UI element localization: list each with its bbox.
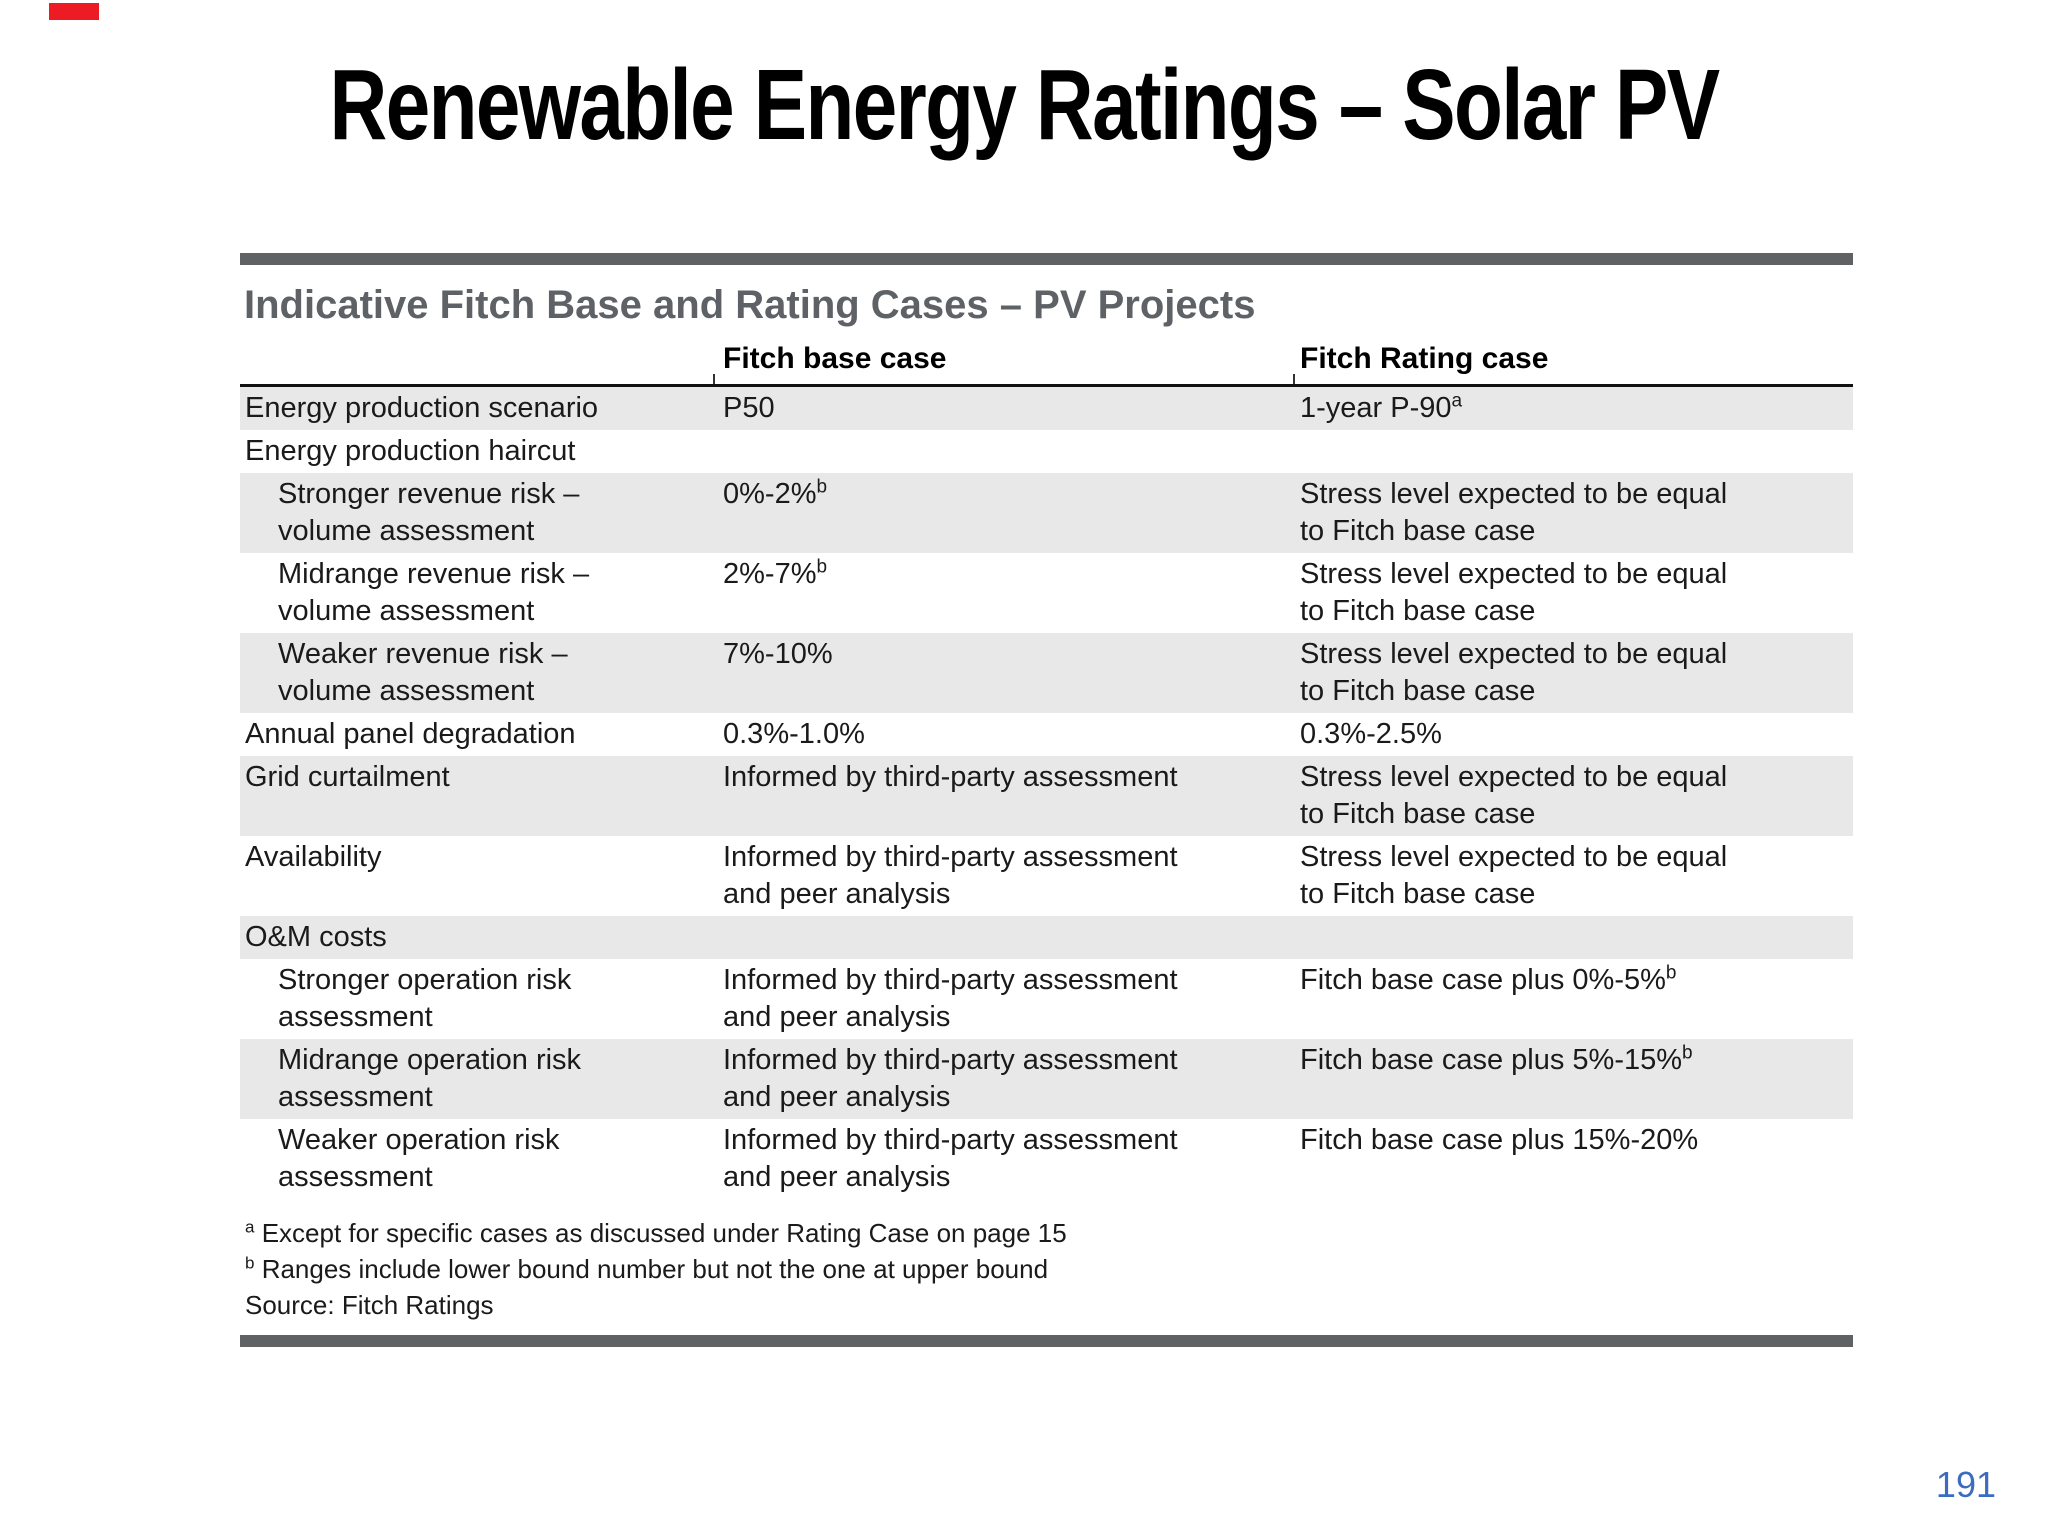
row-label: O&M costs — [245, 921, 387, 953]
table-row: O&M costs — [240, 916, 1853, 959]
slide-title: Renewable Energy Ratings – Solar PV — [329, 49, 1721, 161]
column-separator-tick — [1293, 374, 1295, 384]
row-label: Energy production scenario — [245, 392, 599, 424]
table-row: Stronger operation risk assessment Inform… — [240, 959, 1853, 1039]
rating-case-cell: Fitch base case plus 5%-15%b — [1300, 1042, 1693, 1076]
rating-case-cell — [1300, 919, 1853, 956]
base-case-cell: Informed by third-party assessment and p… — [723, 1124, 1178, 1193]
header-fitch-base-case: Fitch base case — [723, 342, 947, 375]
table-row: Midrange operation risk assessment Inform… — [240, 1039, 1853, 1119]
table-row: Availability Informed by third-party asse… — [240, 836, 1853, 916]
rating-case-cell: Fitch base case plus 0%-5%b — [1300, 962, 1677, 996]
row-label: Stronger operation risk assessment — [278, 964, 572, 1033]
fitch-cases-table: Indicative Fitch Base and Rating Cases –… — [240, 253, 1853, 1347]
table-row: Energy production scenario P50 1-year P-90… — [240, 387, 1853, 430]
header-fitch-rating-case: Fitch Rating case — [1300, 342, 1549, 375]
table-row: Annual panel degradation 0.3%-1.0% 0.3%-2.… — [240, 713, 1853, 756]
table-title: Indicative Fitch Base and Rating Cases –… — [244, 283, 1256, 327]
column-separator-tick — [713, 374, 715, 384]
table-row: Weaker operation risk assessment Informed… — [240, 1119, 1853, 1199]
table-row: Energy production haircut — [240, 430, 1853, 473]
base-case-cell — [723, 433, 1300, 470]
rating-case-cell: Stress level expected to be equal to Fit… — [1300, 761, 1728, 830]
page-number: 191 — [1935, 1464, 1996, 1505]
row-label: Weaker revenue risk – volume assessment — [278, 638, 568, 707]
rating-case-cell: 1-year P-90a — [1300, 390, 1463, 424]
footnote: b Ranges include lower bound number but … — [245, 1253, 1049, 1284]
footnote: a Except for specific cases as discussed… — [245, 1217, 1067, 1248]
rating-case-cell — [1300, 433, 1853, 470]
table-header-row: Fitch base case Fitch Rating case — [240, 329, 1853, 387]
red-accent-marker — [49, 3, 99, 20]
base-case-cell: 0.3%-1.0% — [723, 718, 865, 750]
rating-case-cell: Stress level expected to be equal to Fit… — [1300, 478, 1728, 547]
table-bottom-rule — [240, 1335, 1853, 1347]
header-row-label-column — [240, 376, 723, 384]
base-case-cell: Informed by third-party assessment and p… — [723, 964, 1178, 1033]
base-case-cell: Informed by third-party assessment — [723, 761, 1178, 793]
table-top-rule — [240, 253, 1853, 265]
row-label: Stronger revenue risk – volume assessmen… — [278, 478, 580, 547]
table-footnotes: a Except for specific cases as discussed… — [240, 1215, 1853, 1323]
source-line: Source: Fitch Ratings — [245, 1290, 494, 1320]
base-case-cell: 7%-10% — [723, 638, 833, 670]
table-row: Grid curtailment Informed by third-party … — [240, 756, 1853, 836]
table-row: Midrange revenue risk – volume assessmen… — [240, 553, 1853, 633]
rating-case-cell: 0.3%-2.5% — [1300, 718, 1442, 750]
row-label: Grid curtailment — [245, 761, 450, 793]
row-label: Energy production haircut — [245, 435, 576, 467]
base-case-cell: P50 — [723, 392, 775, 424]
row-label: Availability — [245, 841, 382, 873]
base-case-cell: Informed by third-party assessment and p… — [723, 1044, 1178, 1113]
table-body: Energy production scenario P50 1-year P-90… — [240, 387, 1853, 1199]
rating-case-cell: Fitch base case plus 15%-20% — [1300, 1124, 1699, 1156]
rating-case-cell: Stress level expected to be equal to Fit… — [1300, 841, 1728, 910]
table-row: Weaker revenue risk – volume assessment 7… — [240, 633, 1853, 713]
row-label: Midrange revenue risk – volume assessmen… — [278, 558, 590, 627]
rating-case-cell: Stress level expected to be equal to Fit… — [1300, 558, 1728, 627]
table-row: Stronger revenue risk – volume assessmen… — [240, 473, 1853, 553]
rating-case-cell: Stress level expected to be equal to Fit… — [1300, 638, 1728, 707]
base-case-cell: 2%-7%b — [723, 556, 828, 590]
base-case-cell: Informed by third-party assessment and p… — [723, 841, 1178, 910]
base-case-cell: 0%-2%b — [723, 476, 828, 510]
row-label: Annual panel degradation — [245, 718, 576, 750]
row-label: Midrange operation risk assessment — [278, 1044, 582, 1113]
row-label: Weaker operation risk assessment — [278, 1124, 560, 1193]
base-case-cell — [723, 919, 1300, 956]
